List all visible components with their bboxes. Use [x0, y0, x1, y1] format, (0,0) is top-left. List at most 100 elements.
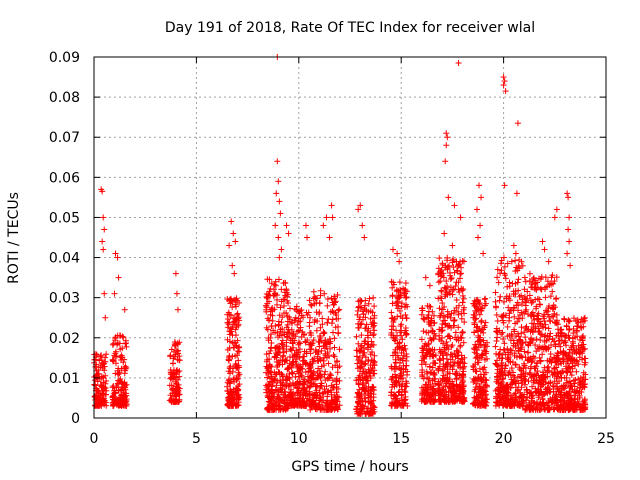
data-point: [298, 307, 305, 314]
data-point-outlier: [273, 190, 280, 197]
data-point: [123, 390, 130, 397]
data-point: [233, 365, 240, 372]
data-point: [102, 399, 109, 406]
data-point: [298, 372, 305, 379]
data-point: [114, 340, 121, 347]
data-point-outlier: [115, 274, 122, 281]
data-point-outlier: [510, 242, 517, 249]
data-point: [498, 260, 505, 267]
data-point: [582, 355, 589, 362]
data-point: [327, 345, 334, 352]
data-point: [296, 354, 303, 361]
data-point: [283, 286, 290, 293]
data-point-outlier: [302, 222, 309, 229]
data-point: [285, 365, 292, 372]
data-point-outlier: [477, 222, 484, 229]
data-point-outlier: [100, 246, 107, 253]
data-point: [94, 378, 101, 385]
data-point: [265, 385, 272, 392]
data-point-outlier: [226, 242, 233, 249]
data-point: [420, 328, 427, 335]
data-point: [353, 347, 360, 354]
data-point: [299, 366, 306, 373]
data-point-outlier: [566, 214, 573, 221]
data-point: [507, 337, 514, 344]
data-point-outlier: [445, 194, 452, 201]
data-point-outlier: [480, 250, 487, 257]
data-point: [280, 302, 287, 309]
chart-title: Day 191 of 2018, Rate Of TEC Index for r…: [165, 20, 535, 36]
data-point: [295, 315, 302, 322]
data-point: [280, 352, 287, 359]
data-point: [326, 335, 333, 342]
data-point: [288, 402, 295, 409]
data-point: [336, 346, 343, 353]
data-point: [478, 318, 485, 325]
data-point: [522, 334, 529, 341]
data-point: [116, 369, 123, 376]
data-point-outlier: [274, 158, 281, 165]
data-point: [227, 325, 234, 332]
data-point: [493, 338, 500, 345]
data-point: [516, 293, 523, 300]
data-point: [496, 297, 503, 304]
data-point: [266, 350, 273, 357]
data-point: [103, 351, 110, 358]
grid-layer: [94, 57, 606, 418]
data-point: [285, 364, 292, 371]
data-point: [283, 348, 290, 355]
data-point: [295, 341, 302, 348]
data-point: [292, 314, 299, 321]
data-point: [92, 382, 99, 389]
data-point: [396, 279, 403, 286]
data-point: [98, 383, 105, 390]
data-point: [291, 395, 298, 402]
data-point: [293, 306, 300, 313]
data-point: [492, 343, 499, 350]
data-point: [288, 326, 295, 333]
x-tick-label: 15: [392, 431, 410, 447]
data-point: [518, 324, 525, 331]
data-point-outlier: [272, 222, 279, 229]
data-point: [274, 334, 281, 341]
data-point: [294, 351, 301, 358]
y-tick-label: 0.07: [49, 130, 80, 146]
data-point: [328, 320, 335, 327]
data-point: [336, 306, 343, 313]
y-tick-label: 0.01: [49, 371, 80, 387]
data-point: [316, 300, 323, 307]
data-point: [172, 351, 179, 358]
data-point: [282, 392, 289, 399]
data-point-outlier: [512, 250, 519, 257]
data-point: [299, 380, 306, 387]
data-point: [224, 379, 231, 386]
data-point: [299, 357, 306, 364]
data-point: [277, 396, 284, 403]
data-point: [313, 327, 320, 334]
y-axis-label: ROTI / TECUs: [6, 192, 22, 284]
data-point: [230, 391, 237, 398]
x-tick-label: 25: [597, 431, 615, 447]
data-point: [97, 392, 104, 399]
y-tick-label: 0.09: [49, 50, 80, 66]
data-point: [267, 378, 274, 385]
data-point: [112, 348, 119, 355]
data-point-outlier: [276, 254, 283, 261]
data-point: [176, 356, 183, 363]
data-point: [229, 332, 236, 339]
data-point: [234, 310, 241, 317]
data-point: [435, 279, 442, 286]
data-point: [494, 318, 501, 325]
data-point: [566, 317, 573, 324]
data-point: [269, 317, 276, 324]
data-point-outlier: [564, 190, 571, 197]
data-point: [272, 398, 279, 405]
data-point: [267, 347, 274, 354]
y-tick-label: 0: [71, 411, 80, 427]
data-point: [541, 364, 548, 371]
data-point: [118, 357, 125, 364]
data-point: [501, 263, 508, 270]
data-point: [115, 365, 122, 372]
data-point: [117, 375, 124, 382]
data-point: [96, 357, 103, 364]
